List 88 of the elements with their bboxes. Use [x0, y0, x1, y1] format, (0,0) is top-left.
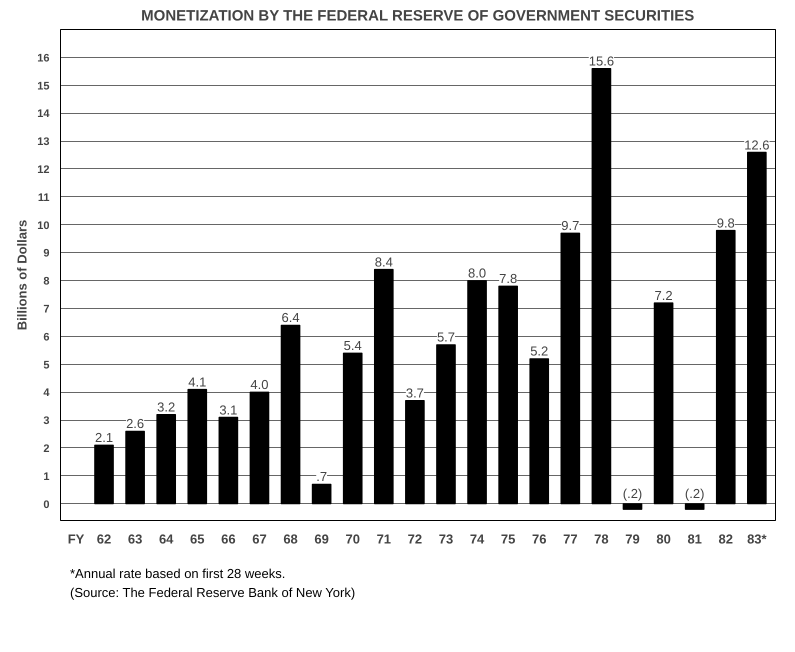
bar	[156, 414, 176, 504]
x-tick-label: 75	[500, 532, 516, 546]
bar	[747, 152, 767, 504]
text: (Source: The Federal Reserve Bank of New York)	[70, 584, 356, 602]
data-label: 6.4	[282, 310, 300, 326]
data-label: 2.6	[126, 416, 144, 432]
x-tick-label: 79	[625, 532, 640, 546]
y-tick-label: 8	[43, 276, 50, 288]
y-tick-label: 16	[37, 52, 50, 64]
y-tick-label: 7	[43, 303, 50, 316]
y-tick-label: 11	[38, 192, 50, 204]
x-tick-label: 80	[656, 532, 671, 546]
bar	[498, 286, 518, 504]
x-tick-label: 78	[594, 532, 609, 546]
text: *Annual rate based on first 28 weeks.	[70, 565, 286, 583]
x-tick-label: 77	[563, 532, 578, 546]
bar	[312, 484, 332, 504]
x-tick-label: 76	[532, 532, 546, 546]
data-label: 5.4	[344, 338, 362, 354]
data-label: 9.7	[561, 218, 580, 234]
y-tick-label: 4	[43, 387, 50, 400]
bar	[467, 280, 487, 504]
bar	[280, 324, 300, 504]
x-tick-label: 67	[252, 532, 267, 546]
x-tick-label: 74	[470, 532, 486, 546]
x-tick-label: 63	[128, 532, 142, 546]
bar	[560, 232, 580, 504]
data-label: 4.0	[250, 377, 268, 392]
bar	[94, 444, 114, 504]
bar	[374, 268, 394, 504]
y-tick-label: 2	[43, 442, 50, 455]
y-tick-label: 0	[43, 498, 50, 511]
x-tick-label: 81	[687, 532, 702, 546]
data-label: (.2)	[684, 486, 704, 501]
chart-title: MONETIZATION BY THE FEDERAL RESERVE OF GOVERNMENT SECURITIES	[141, 8, 694, 24]
y-tick-label: 9	[43, 248, 50, 260]
bar	[342, 352, 363, 504]
y-tick-label: 6	[43, 331, 50, 344]
data-label: 4.1	[188, 374, 206, 390]
x-tick-label: 66	[221, 532, 236, 546]
data-label: 8.0	[468, 266, 486, 281]
bar	[250, 392, 270, 504]
data-label: 5.7	[436, 330, 456, 345]
bar	[218, 416, 238, 504]
bar	[125, 430, 145, 504]
bar	[592, 68, 612, 504]
data-label: 5.2	[530, 344, 548, 359]
data-label: 15.6	[588, 54, 614, 69]
bar	[436, 344, 456, 504]
x-tick-label: 69	[314, 532, 329, 546]
bar	[622, 503, 642, 510]
y-tick-label: 3	[43, 415, 50, 428]
data-label: .7	[316, 469, 328, 484]
data-label: 9.8	[716, 215, 735, 230]
bar	[716, 230, 736, 504]
x-tick-label: 68	[283, 532, 298, 546]
x-tick-label: 83*	[747, 532, 768, 546]
x-tick-label: 64	[158, 532, 174, 546]
y-tick-label: 15	[37, 80, 50, 92]
x-tick-label: 72	[408, 532, 422, 546]
x-tick-label: 82	[718, 532, 733, 546]
data-label: 3.2	[157, 399, 176, 414]
bar	[405, 400, 425, 504]
x-tick-label: 73	[438, 532, 454, 546]
bar	[187, 388, 208, 504]
x-tick-label: 65	[190, 532, 205, 546]
data-label: 3.1	[219, 402, 238, 418]
data-label: 3.7	[406, 386, 424, 401]
y-tick-label: 10	[37, 220, 50, 232]
x-tick-label: 62	[96, 532, 112, 546]
data-label: 7.2	[654, 288, 673, 303]
y-axis-title: Billions of Dollars	[14, 220, 30, 330]
bar	[684, 503, 704, 510]
y-tick-label: 12	[37, 164, 50, 176]
bar	[529, 358, 550, 504]
y-tick-label: 1	[43, 470, 50, 483]
y-tick-label: 14	[37, 108, 50, 120]
data-label: 12.6	[744, 137, 770, 152]
y-tick-label: 5	[43, 359, 50, 372]
data-label: 7.8	[499, 271, 518, 286]
data-label: (.2)	[622, 486, 642, 501]
bar	[654, 302, 674, 504]
x-axis-title: FY	[68, 532, 85, 546]
x-tick-label: 71	[376, 532, 392, 546]
x-tick-label: 70	[345, 532, 360, 546]
y-tick-label: 13	[37, 136, 50, 148]
data-label: 8.4	[374, 254, 393, 270]
data-label: 2.1	[94, 430, 114, 446]
